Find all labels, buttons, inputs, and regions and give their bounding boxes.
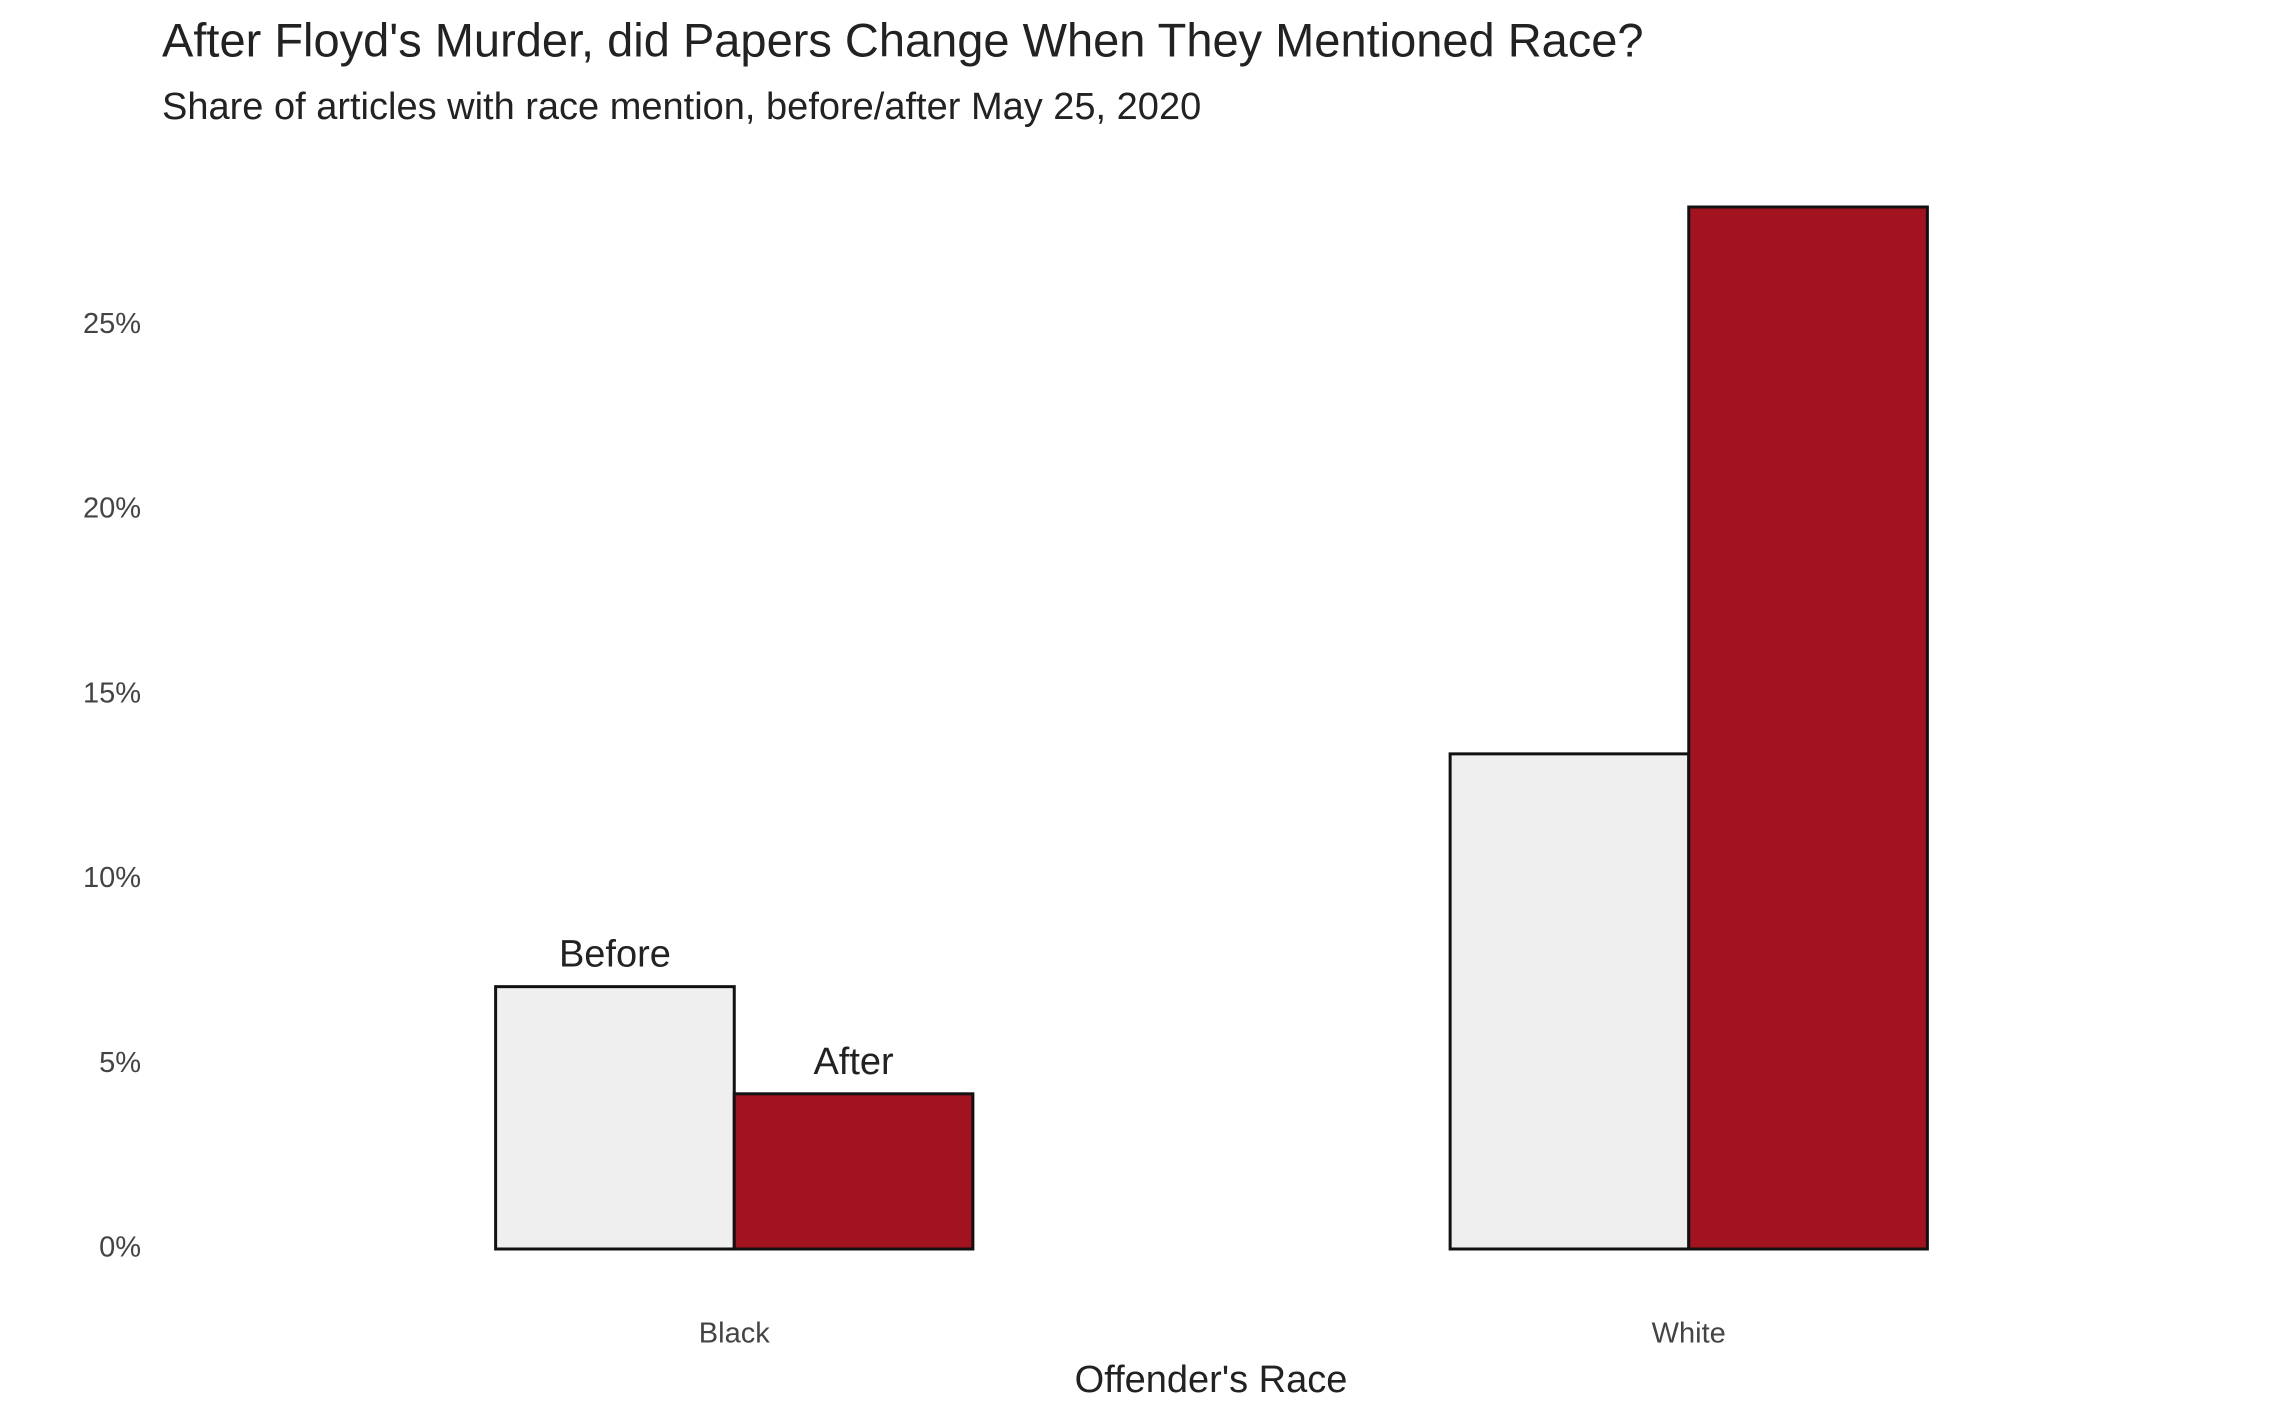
x-axis-label: Offender's Race <box>1075 1359 1348 1401</box>
y-tick-label: 15% <box>83 677 141 709</box>
y-tick-label: 25% <box>83 308 141 340</box>
x-tick-label: Black <box>699 1318 770 1350</box>
x-tick-label: White <box>1652 1318 1726 1350</box>
bar <box>732 1092 975 1251</box>
chart-title: After Floyd's Murder, did Papers Change … <box>162 13 1644 66</box>
series-label: Before <box>559 934 671 976</box>
y-tick-label: 0% <box>99 1232 141 1264</box>
series-label: After <box>813 1041 894 1083</box>
y-tick-label: 20% <box>83 493 141 525</box>
bar <box>1448 752 1691 1251</box>
y-tick-label: 5% <box>99 1047 141 1079</box>
bar <box>1687 205 1929 1251</box>
chart-subtitle: Share of articles with race mention, bef… <box>162 86 1201 128</box>
bar <box>494 985 736 1251</box>
y-tick-label: 10% <box>83 862 141 894</box>
